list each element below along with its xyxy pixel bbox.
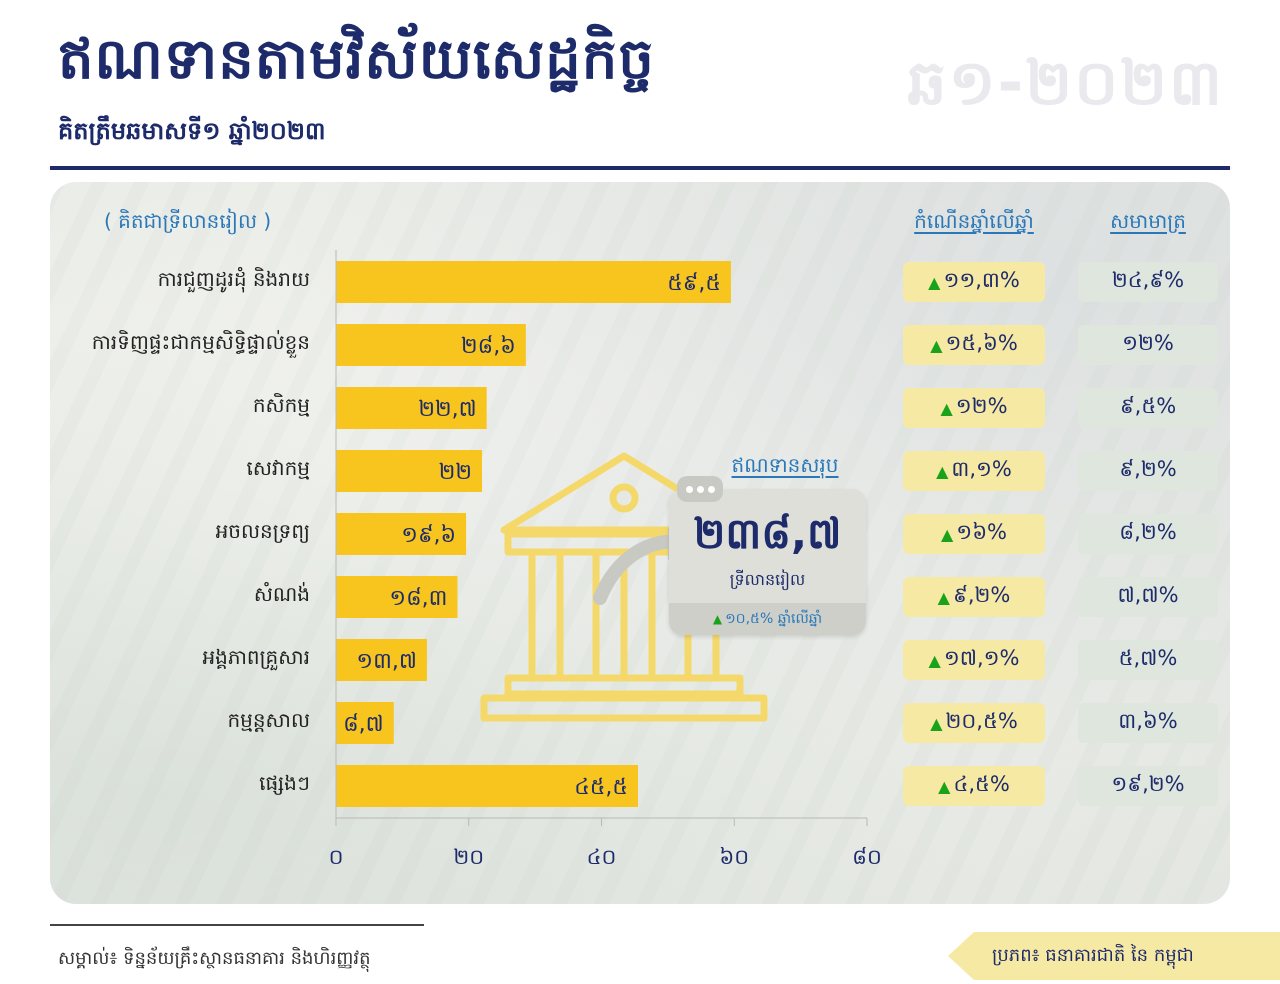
share-pill: ៣,៦% bbox=[1078, 703, 1218, 743]
period-watermark: ឆ១-២០២៣ bbox=[907, 46, 1224, 119]
share-pill: ៨,២% bbox=[1078, 514, 1218, 554]
share-pill: ២៤,៩% bbox=[1078, 262, 1218, 302]
share-pill: ៥,៧% bbox=[1078, 640, 1218, 680]
share-pill: ៩,២% bbox=[1078, 451, 1218, 491]
category-label: អចលនទ្រព្យ bbox=[215, 519, 310, 543]
category-label: កសិកម្ម bbox=[252, 393, 310, 417]
up-arrow-icon: ▲ bbox=[930, 713, 943, 733]
page-subtitle: គិតត្រឹមឆមាសទី១ ឆ្នាំ២០២៣ bbox=[58, 117, 326, 145]
footer-note: សម្គាល់៖ ទិន្នន័យគ្រឹះស្ថានធនាគារ និងហិរ… bbox=[58, 948, 371, 969]
category-label: សំណង់ bbox=[253, 582, 310, 606]
share-pill: ៧,៧% bbox=[1078, 577, 1218, 617]
growth-value: ១៦% bbox=[956, 519, 1008, 544]
page-title: ឥណទានតាមវិស័យសេដ្ឋកិច្ច bbox=[58, 27, 655, 92]
growth-value: ៩,២% bbox=[952, 582, 1011, 607]
up-arrow-icon: ▲ bbox=[937, 587, 950, 607]
total-title: ឥណទានសរុប bbox=[731, 453, 839, 477]
growth-column-header: កំណើនឆ្នាំលើឆ្នាំ bbox=[914, 209, 1034, 233]
source-tag: ប្រភព៖ ធនាគារជាតិ នៃ កម្ពុជា bbox=[948, 932, 1280, 980]
up-arrow-icon: ▲ bbox=[940, 524, 954, 544]
category-label: ការជួញដូរដុំ និងរាយ bbox=[157, 267, 310, 291]
category-label: ផ្សេងៗ bbox=[259, 771, 310, 795]
dots-icon bbox=[677, 476, 723, 502]
growth-pill: ▲ ១២% bbox=[903, 388, 1045, 428]
up-arrow-icon: ▲ bbox=[712, 612, 723, 626]
growth-pill: ▲ ១៦% bbox=[903, 514, 1045, 554]
growth-pill: ▲ ៤,៥% bbox=[903, 766, 1045, 806]
unit-label: ( គិតជាទ្រីលានរៀល ) bbox=[104, 209, 272, 233]
total-value: ២៣៨,៧ bbox=[693, 509, 842, 558]
growth-pill: ▲ ១៥,៦% bbox=[903, 325, 1045, 365]
growth-pill: ▲ ៩,២% bbox=[903, 577, 1045, 617]
category-label: កម្មន្តសាល bbox=[227, 708, 310, 732]
share-pill: ៩,៥% bbox=[1078, 388, 1218, 428]
growth-value: ១២% bbox=[955, 393, 1008, 418]
share-column-header: សមាមាត្រ bbox=[1110, 209, 1186, 233]
up-arrow-icon: ▲ bbox=[928, 272, 941, 292]
category-label: ការទិញផ្ទះជាកម្មសិទ្ធិផ្ទាល់ខ្លួន bbox=[91, 330, 310, 354]
up-arrow-icon: ▲ bbox=[936, 461, 949, 481]
bank-icon bbox=[480, 452, 768, 722]
total-unit: ទ្រីលានរៀល bbox=[729, 570, 806, 589]
growth-value: ៤,៥% bbox=[953, 771, 1010, 796]
up-arrow-icon: ▲ bbox=[930, 335, 943, 355]
source-text: ប្រភព៖ ធនាគារជាតិ នៃ កម្ពុជា bbox=[992, 944, 1194, 966]
total-growth: ▲ ១០,៥% ឆ្នាំលើឆ្នាំ bbox=[669, 603, 866, 635]
growth-value: ២០,៥% bbox=[945, 708, 1018, 733]
up-arrow-icon: ▲ bbox=[928, 650, 941, 670]
total-growth-text: ១០,៥% ឆ្នាំលើឆ្នាំ bbox=[725, 610, 823, 627]
header-divider bbox=[50, 166, 1230, 170]
share-pill: ១២% bbox=[1078, 325, 1218, 365]
growth-value: ១១,៣% bbox=[943, 267, 1020, 292]
growth-pill: ▲ ១៧,១% bbox=[903, 640, 1045, 680]
growth-pill: ▲ ១១,៣% bbox=[903, 262, 1045, 302]
up-arrow-icon: ▲ bbox=[940, 398, 953, 418]
footer-divider bbox=[50, 924, 424, 926]
total-card: ២៣៨,៧ ទ្រីលានរៀល ▲ ១០,៥% ឆ្នាំលើឆ្នាំ bbox=[669, 476, 866, 635]
growth-value: ១៥,៦% bbox=[945, 330, 1018, 355]
share-pill: ១៩,២% bbox=[1078, 766, 1218, 806]
category-label: អង្គភាពគ្រួសារ bbox=[202, 645, 310, 669]
growth-pill: ▲ ៣,១% bbox=[903, 451, 1045, 491]
up-arrow-icon: ▲ bbox=[938, 776, 951, 796]
growth-pill: ▲ ២០,៥% bbox=[903, 703, 1045, 743]
growth-value: ១៧,១% bbox=[943, 645, 1020, 670]
growth-value: ៣,១% bbox=[951, 456, 1012, 481]
category-label: សេវាកម្ម bbox=[246, 456, 310, 480]
